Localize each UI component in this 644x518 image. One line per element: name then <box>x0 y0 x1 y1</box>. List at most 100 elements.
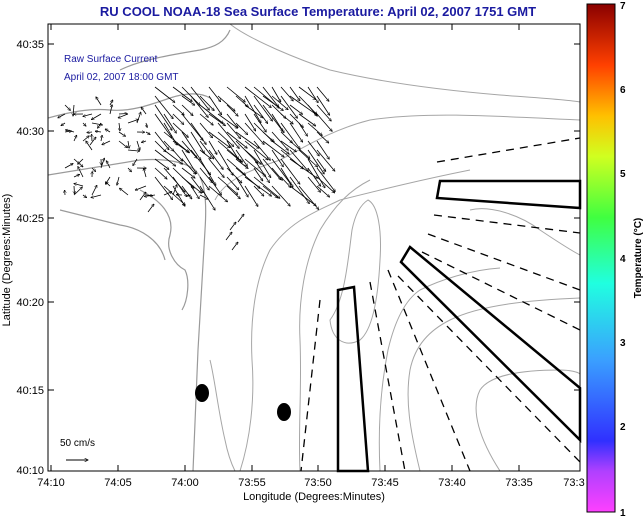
current-vector <box>226 140 239 159</box>
current-vector <box>244 185 258 207</box>
current-vector <box>78 158 84 164</box>
current-vector <box>154 158 169 170</box>
current-vector <box>262 140 284 157</box>
current-vector <box>163 192 172 196</box>
current-vector <box>133 158 138 166</box>
current-vector <box>172 176 187 197</box>
current-vector <box>253 158 270 183</box>
current-vector <box>181 113 203 140</box>
colorbar-tick-label: 5 <box>620 169 626 180</box>
colorbar-tick-label: 4 <box>620 254 626 265</box>
current-vector <box>91 194 102 198</box>
current-vector <box>253 95 273 121</box>
current-vector <box>141 141 147 142</box>
current-vector <box>199 122 213 138</box>
current-vector <box>172 140 190 153</box>
current-vector <box>271 167 283 180</box>
current-vector <box>244 176 272 196</box>
current-vector <box>316 86 329 101</box>
current-vector <box>98 122 102 128</box>
current-vector <box>96 97 102 106</box>
current-vector <box>78 167 84 178</box>
current-vector <box>172 104 184 115</box>
x-tick-label: 74:00 <box>171 477 199 489</box>
current-vector <box>208 86 221 102</box>
current-vector <box>127 119 139 124</box>
current-vector <box>100 158 104 169</box>
current-vector <box>199 176 209 190</box>
current-vector <box>307 122 322 136</box>
current-vector <box>190 95 208 118</box>
current-vector <box>154 167 167 179</box>
current-vector <box>181 131 201 160</box>
current-vector <box>181 158 196 174</box>
current-vector <box>298 185 319 210</box>
current-vector <box>181 140 197 158</box>
current-vector <box>271 185 290 206</box>
current-vector <box>307 167 321 186</box>
current-vector <box>190 86 210 110</box>
y-tick-label: 40:20 <box>16 297 44 309</box>
current-vector <box>181 185 192 199</box>
current-vector <box>307 140 319 156</box>
current-vector <box>316 140 329 159</box>
current-vector <box>89 137 96 146</box>
land-mass <box>48 29 231 471</box>
current-vector <box>105 129 111 133</box>
current-vector <box>95 131 102 132</box>
current-vector <box>154 104 172 130</box>
current-vector <box>280 86 293 101</box>
y-axis-label: Latitude (Degrees:Minutes) <box>1 194 13 327</box>
x-tick-label: 73:3 <box>563 477 584 489</box>
current-vector <box>199 95 214 111</box>
current-vector <box>136 140 140 150</box>
current-vector <box>190 131 205 154</box>
current-vector <box>289 122 303 142</box>
current-vector <box>163 131 188 152</box>
current-vector <box>163 113 176 133</box>
current-vector <box>64 104 71 111</box>
current-vector <box>231 242 238 251</box>
current-vector <box>244 86 271 108</box>
current-vector <box>217 176 238 195</box>
current-vector <box>316 131 329 143</box>
current-vector <box>217 131 234 147</box>
colorbar <box>586 3 616 513</box>
current-vector <box>289 104 303 114</box>
current-vector <box>235 176 248 197</box>
current-vector <box>172 86 192 102</box>
current-vector <box>235 122 248 135</box>
current-vector <box>262 158 281 180</box>
current-vector <box>87 132 93 133</box>
buoy-marker <box>277 403 291 421</box>
current-vector <box>190 185 199 199</box>
current-vector <box>271 149 283 167</box>
current-vector <box>144 195 156 197</box>
page-title: RU COOL NOAA-18 Sea Surface Temperature:… <box>99 4 537 19</box>
current-vector <box>117 176 120 185</box>
current-vector <box>181 95 195 105</box>
current-vector <box>217 122 239 149</box>
current-vector <box>163 167 185 192</box>
current-vector <box>101 135 102 142</box>
current-vector <box>289 176 309 204</box>
current-vector <box>237 214 244 223</box>
current-vector <box>208 158 224 178</box>
current-vector <box>280 95 298 118</box>
current-vector <box>190 176 203 193</box>
current-vector <box>298 122 308 136</box>
current-vectors <box>58 86 336 251</box>
current-vector <box>253 167 263 181</box>
x-tick-label: 73:55 <box>238 477 266 489</box>
current-vector <box>91 185 97 196</box>
current-vector <box>91 122 103 125</box>
current-vector <box>289 95 317 115</box>
current-vector <box>199 167 213 183</box>
current-vector <box>253 176 280 198</box>
current-vector <box>208 176 222 195</box>
current-vector <box>244 104 263 118</box>
current-vector <box>316 113 332 131</box>
current-vector <box>226 113 238 128</box>
current-vector <box>262 185 278 198</box>
